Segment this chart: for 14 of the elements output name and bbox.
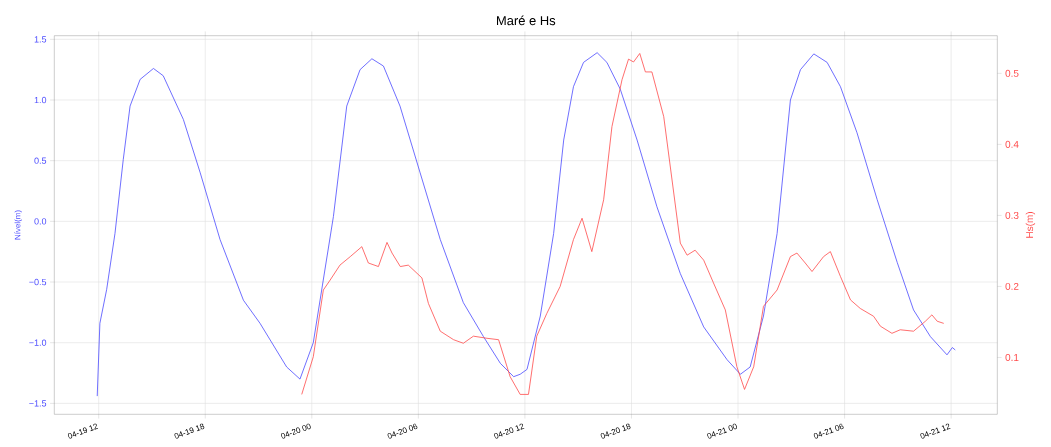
chart-title: Maré e Hs	[497, 15, 556, 26]
y-tick-label: 1.5	[34, 36, 47, 43]
y2-tick-label: 0.1	[1005, 353, 1019, 361]
y-tick-label: −1.5	[29, 400, 47, 407]
y2-axis-title: Hs(m)	[1025, 212, 1036, 238]
y2-tick-label: 0.4	[1005, 140, 1019, 148]
y-tick-label: 1.0	[34, 96, 47, 104]
y2-tick-label: 0.2	[1005, 282, 1019, 290]
y-tick-label: 0.0	[34, 218, 47, 225]
y2-tick-label: 0.5	[1005, 69, 1019, 77]
y-tick-label: −1.0	[29, 339, 47, 346]
y2-tick-label: 0.3	[1005, 211, 1019, 219]
y-tick-label: 0.5	[34, 157, 47, 164]
y-tick-label: −0.5	[29, 278, 47, 286]
